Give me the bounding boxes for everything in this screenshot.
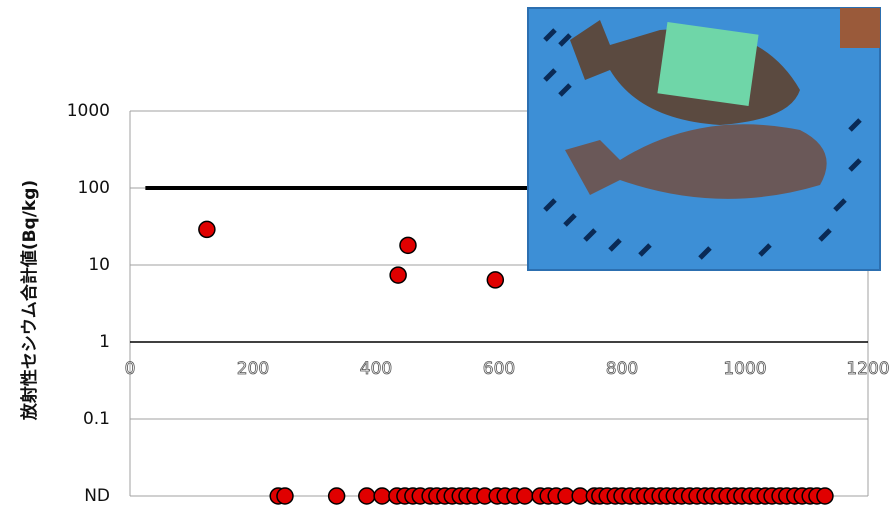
data-point [486, 271, 505, 289]
x-tick-label: 1200 [846, 359, 889, 379]
nd-point [358, 487, 376, 505]
y-tick-label: 100 [78, 178, 110, 198]
x-tick-label: 800 [606, 359, 638, 379]
y-tick-label: 1 [99, 332, 110, 352]
y-tick-label: 1000 [67, 101, 110, 121]
x-tick-label: 0 [125, 359, 136, 379]
y-tick-label: 0.1 [83, 409, 110, 429]
nd-point [516, 487, 534, 505]
x-tick-label: 400 [360, 359, 392, 379]
data-point [399, 236, 417, 255]
y-axis-title: 放射性セシウム合計値(Bq/kg) [19, 180, 40, 421]
nd-point [276, 487, 294, 505]
nd-point [816, 487, 834, 505]
x-tick-label: 600 [483, 359, 515, 379]
data-point [389, 266, 407, 284]
data-point [198, 220, 216, 239]
x-tick-label: 1000 [723, 359, 766, 379]
photo-inset [527, 7, 881, 271]
y-tick-label: 10 [88, 255, 110, 275]
x-tick-label: 200 [237, 359, 269, 379]
nd-point [327, 487, 346, 505]
nd-point [373, 487, 391, 505]
y-tick-label: ND [84, 486, 110, 506]
